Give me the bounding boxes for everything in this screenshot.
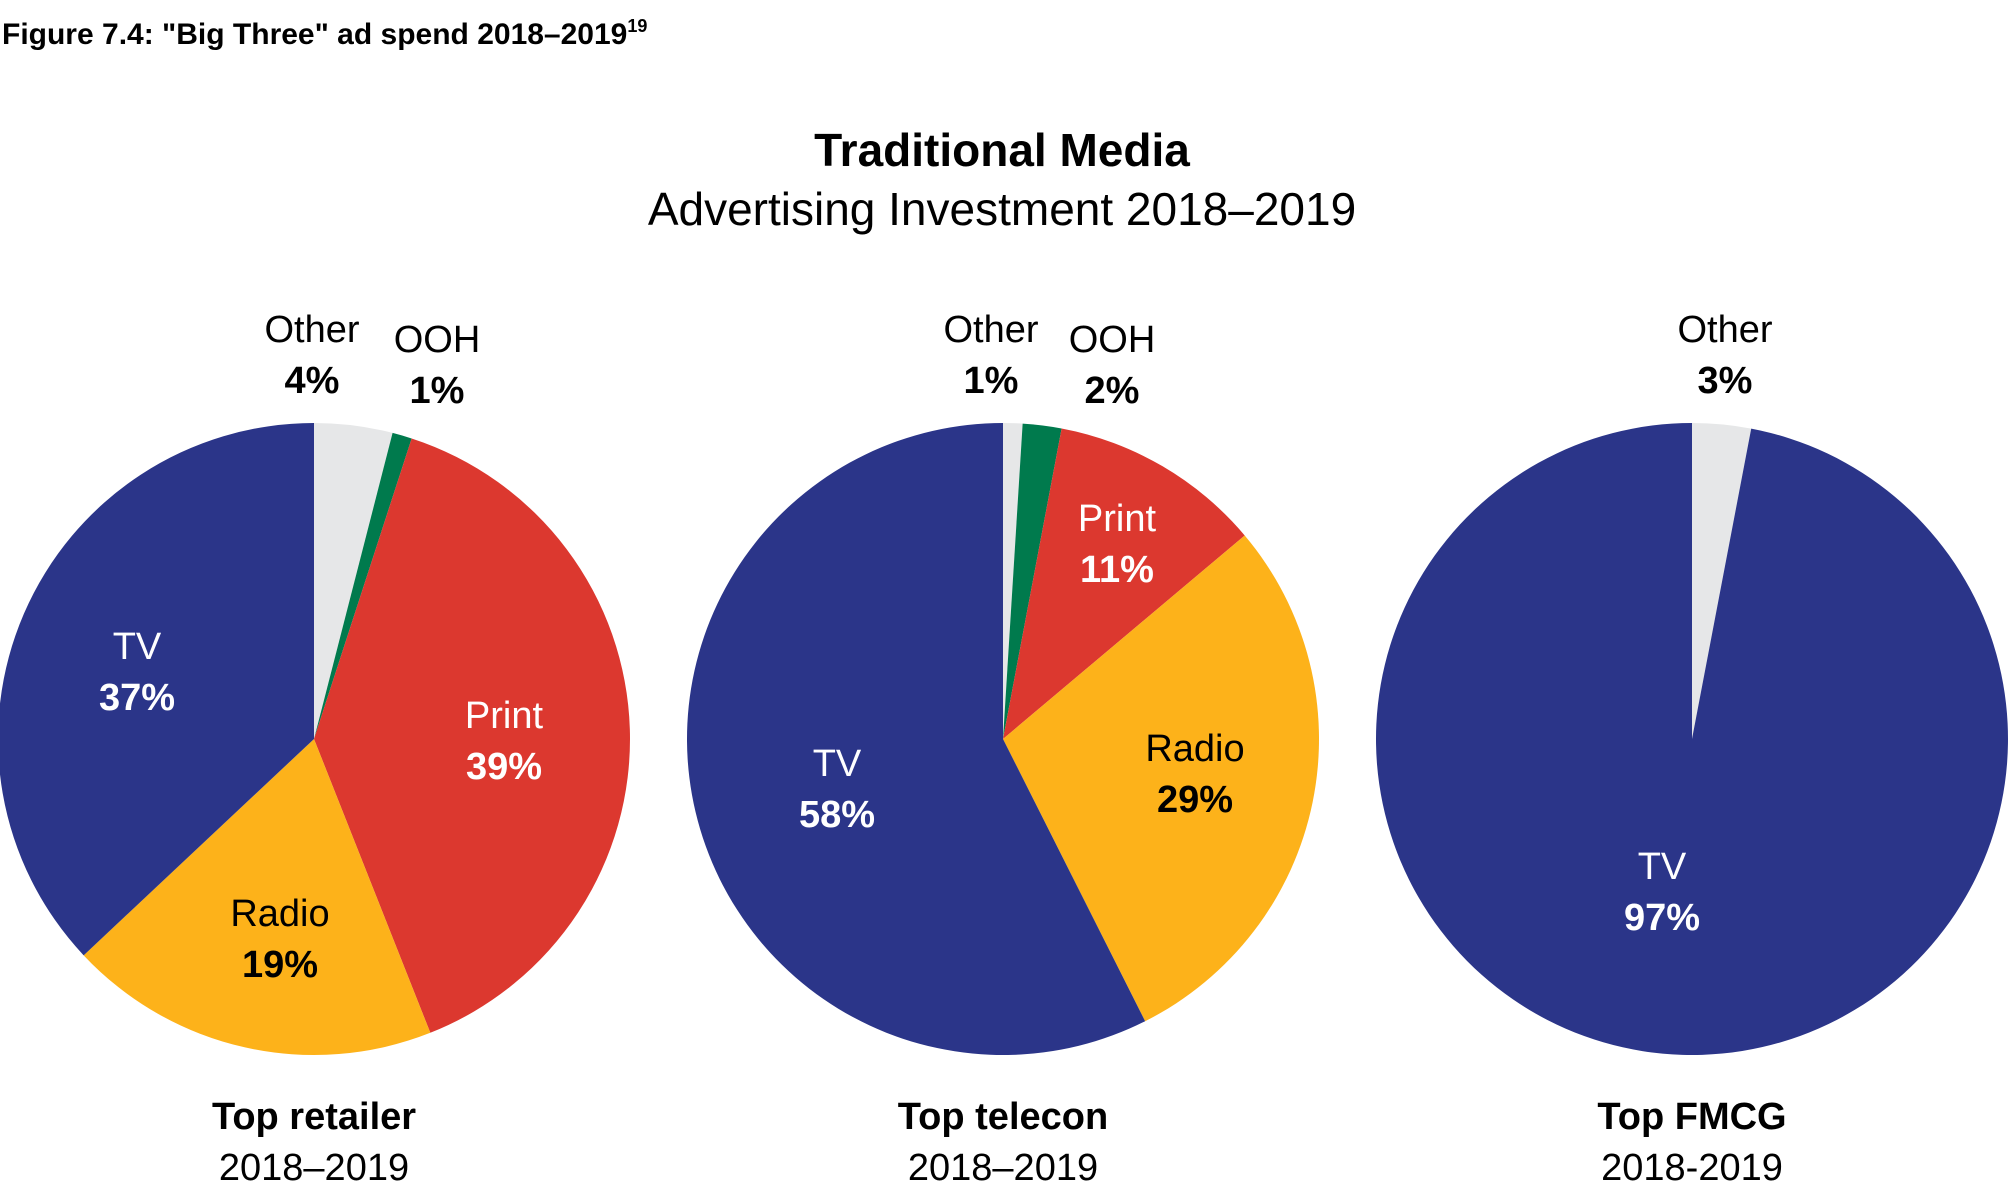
- pie-caption-title: Top telecon: [898, 1096, 1108, 1138]
- pie-slice-other: [1692, 423, 1752, 739]
- slice-value-print: 39%: [466, 746, 542, 788]
- slice-value-other: 1%: [964, 360, 1019, 402]
- slice-label-tv: TV: [1638, 846, 1687, 888]
- pie-slice-print: [314, 438, 630, 1033]
- pie-slice-tv: [687, 423, 1146, 1056]
- pie-slice-print: [1003, 428, 1245, 739]
- slice-label-tv: TV: [113, 626, 162, 668]
- slice-label-tv: TV: [813, 743, 862, 785]
- slice-value-other: 3%: [1698, 360, 1753, 402]
- slice-value-tv: 37%: [99, 677, 175, 719]
- pie-slice-radio: [83, 739, 431, 1055]
- slice-value-radio: 19%: [242, 944, 318, 986]
- slice-value-radio: 29%: [1157, 779, 1233, 821]
- pie-top-telecon: Other 1% OOH 2% Print 11% Radio 29% TV 58% Top tel…: [687, 309, 1319, 1189]
- pie-top-retailer: Other 4% OOH 1% Print 39% Radio 19% TV 37% Top ret…: [0, 309, 630, 1189]
- slice-value-tv: 97%: [1624, 897, 1700, 939]
- slice-label-radio: Radio: [230, 893, 329, 935]
- pie-caption-period: 2018-2019: [1601, 1147, 1783, 1189]
- pie-slice-other: [314, 423, 393, 739]
- pie-caption-period: 2018–2019: [908, 1147, 1098, 1189]
- pie-slice-other: [1003, 423, 1023, 739]
- pie-slice-radio: [1003, 535, 1319, 1022]
- chart-title: Traditional Media: [814, 124, 1190, 176]
- pie-slice-ooh: [1003, 423, 1062, 739]
- slice-value-other: 4%: [285, 360, 340, 402]
- slice-label-ooh: OOH: [1069, 319, 1156, 361]
- slice-label-print: Print: [465, 695, 544, 737]
- chart-subtitle: Advertising Investment 2018–2019: [648, 183, 1356, 235]
- slice-label-radio: Radio: [1145, 728, 1244, 770]
- slice-label-print: Print: [1078, 498, 1157, 540]
- pie-slice-ooh: [314, 432, 412, 739]
- slice-label-other: Other: [943, 309, 1038, 351]
- slice-label-other: Other: [264, 309, 359, 351]
- slice-value-ooh: 1%: [410, 370, 465, 412]
- slice-label-ooh: OOH: [394, 319, 481, 361]
- slice-value-ooh: 2%: [1085, 370, 1140, 412]
- pie-slice-tv: [0, 423, 314, 956]
- pie-slice-tv: [1376, 423, 2008, 1056]
- pie-caption-title: Top retailer: [212, 1096, 416, 1138]
- slice-value-tv: 58%: [799, 794, 875, 836]
- figure-title: Figure 7.4: "Big Three" ad spend 2018–20…: [2, 16, 647, 51]
- slice-value-print: 11%: [1080, 549, 1154, 591]
- pie-caption-title: Top FMCG: [1597, 1096, 1786, 1138]
- pie-top-fmcg: Other 3% TV 97% Top FMCG 2018-2019: [1376, 309, 2008, 1189]
- slice-label-other: Other: [1677, 309, 1772, 351]
- pie-caption-period: 2018–2019: [219, 1147, 409, 1189]
